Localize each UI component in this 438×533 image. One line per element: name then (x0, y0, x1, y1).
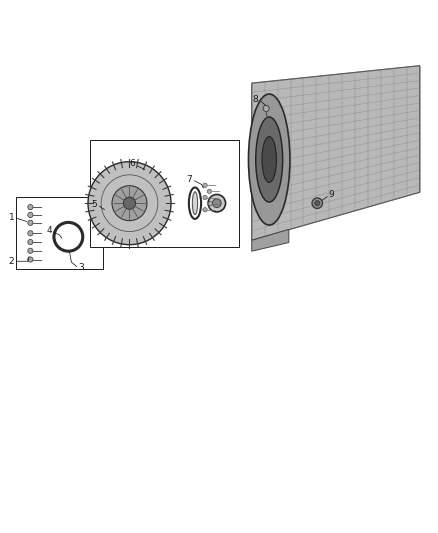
Ellipse shape (262, 136, 276, 182)
Text: 2: 2 (9, 257, 14, 266)
Polygon shape (252, 229, 289, 251)
Circle shape (28, 212, 33, 217)
Circle shape (88, 161, 171, 245)
Circle shape (124, 197, 136, 209)
Text: 9: 9 (329, 190, 335, 199)
Circle shape (28, 239, 33, 245)
Text: 1: 1 (9, 213, 14, 222)
Circle shape (203, 183, 207, 188)
Circle shape (312, 198, 322, 208)
Circle shape (208, 201, 212, 206)
Circle shape (208, 195, 226, 212)
Text: 5: 5 (92, 200, 97, 209)
Circle shape (112, 185, 147, 221)
Circle shape (212, 199, 221, 207)
Text: 3: 3 (78, 263, 85, 272)
Ellipse shape (192, 192, 198, 215)
Polygon shape (252, 66, 420, 240)
Text: 6: 6 (130, 159, 135, 168)
Circle shape (207, 189, 212, 193)
Circle shape (263, 106, 269, 111)
Text: 4: 4 (47, 226, 53, 235)
Circle shape (314, 200, 320, 206)
Ellipse shape (256, 117, 283, 202)
Bar (90, 140, 239, 247)
Text: 7: 7 (187, 175, 192, 184)
Circle shape (28, 220, 33, 225)
Ellipse shape (248, 94, 290, 225)
Circle shape (203, 195, 207, 200)
Circle shape (203, 207, 207, 212)
Circle shape (28, 205, 33, 210)
Text: 8: 8 (252, 95, 258, 104)
Circle shape (28, 231, 33, 236)
Circle shape (28, 248, 33, 253)
Circle shape (54, 222, 83, 251)
Circle shape (28, 257, 33, 262)
Ellipse shape (189, 188, 201, 219)
Bar (16, 197, 103, 269)
